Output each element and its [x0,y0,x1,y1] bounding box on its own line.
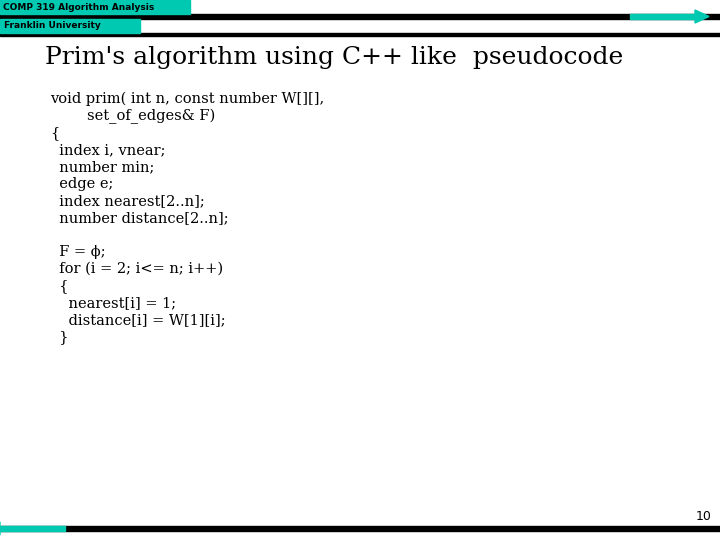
Text: nearest[i] = 1;: nearest[i] = 1; [50,296,176,310]
Text: void prim( int n, const number W[][],: void prim( int n, const number W[][], [50,92,329,106]
Bar [0,19,140,33]
Bar [630,14,695,19]
Text: Franklin University: Franklin University [4,22,101,30]
Bar [0,14,720,19]
Text: {: { [50,279,68,293]
Text: Prim's algorithm using C++ like  pseudocode: Prim's algorithm using C++ like pseudoco… [45,46,624,69]
Text: F = ϕ;: F = ϕ; [50,245,106,259]
Text: distance[i] = W[1][i];: distance[i] = W[1][i]; [50,313,225,327]
Text: set_of_edges& F): set_of_edges& F) [50,109,215,124]
Polygon shape [695,10,709,23]
Bar [0,0,190,14]
Text: for (i = 2; i<= n; i++): for (i = 2; i<= n; i++) [50,262,223,276]
Bar [0,33,720,36]
Text: edge e;: edge e; [50,177,113,191]
Text: {: { [50,126,59,140]
Text: number distance[2..n];: number distance[2..n]; [50,211,229,225]
Text: index i, vnear;: index i, vnear; [50,143,166,157]
Bar [0,526,65,531]
Text: index nearest[2..n];: index nearest[2..n]; [50,194,204,208]
Bar [0,526,720,531]
Text: 10: 10 [696,510,712,523]
Text: number min;: number min; [50,160,154,174]
Text: }: } [50,330,68,344]
Text: COMP 319 Algorithm Analysis: COMP 319 Algorithm Analysis [3,3,154,11]
